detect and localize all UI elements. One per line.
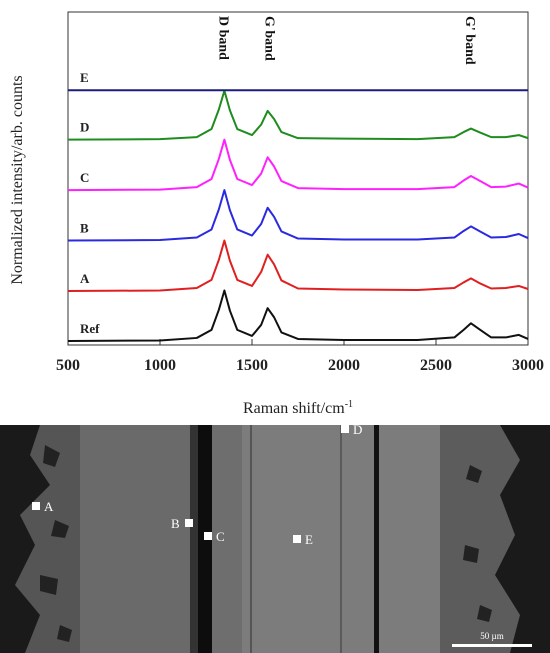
spectrum-line	[67, 89, 529, 141]
series-label: D	[80, 120, 89, 135]
y-axis-label: Normalized intensity/arb. counts	[9, 75, 26, 284]
sem-line	[374, 425, 379, 653]
sem-region	[80, 425, 190, 653]
point-marker	[341, 425, 349, 433]
x-axis-label-text: Raman shift/cm	[243, 400, 345, 417]
sem-dark-phase	[0, 425, 50, 653]
x-tick-label: 1000	[144, 357, 176, 374]
series-label: E	[80, 70, 89, 85]
sem-dark-phase	[40, 445, 72, 642]
x-tick-label: 2500	[420, 357, 452, 374]
point-label: C	[216, 529, 225, 544]
scale-bar	[452, 644, 532, 647]
spectrum-line	[67, 138, 529, 192]
sem-line	[340, 425, 342, 653]
sem-dark-phase	[495, 425, 550, 653]
point-label: A	[44, 499, 54, 514]
point-marker	[185, 519, 193, 527]
point-label: D	[353, 425, 362, 437]
x-tick-label: 2000	[328, 357, 360, 374]
point-marker	[293, 535, 301, 543]
sem-region	[212, 425, 242, 653]
series-label: C	[80, 170, 89, 185]
band-annotation: G' band	[462, 16, 477, 65]
point-label: B	[171, 516, 180, 531]
band-annotation: G band	[261, 16, 276, 61]
sem-line	[250, 425, 252, 653]
x-tick-label: 500	[56, 357, 80, 374]
spectrum-line	[67, 239, 529, 293]
x-tick-label: 3000	[512, 357, 544, 374]
spectrum-line	[67, 189, 529, 242]
point-label: E	[305, 532, 313, 547]
point-marker	[32, 502, 40, 510]
plot-frame	[67, 11, 529, 346]
x-tick-label: 1500	[236, 357, 268, 374]
x-axis-label-sup: -1	[345, 399, 353, 410]
series-label: A	[80, 271, 90, 286]
point-marker	[204, 532, 212, 540]
spectrum-line	[67, 289, 529, 342]
series-label: Ref	[80, 321, 100, 336]
series-label: B	[80, 221, 89, 236]
x-axis-label: Raman shift/cm-1	[243, 399, 353, 417]
band-annotation: D band	[215, 16, 230, 60]
scale-bar-label: 50 µm	[480, 631, 503, 641]
sem-micrograph: A B C D E 50 µm	[0, 425, 550, 653]
raman-chart: Normalized intensity/arb. counts Raman s…	[9, 11, 544, 417]
